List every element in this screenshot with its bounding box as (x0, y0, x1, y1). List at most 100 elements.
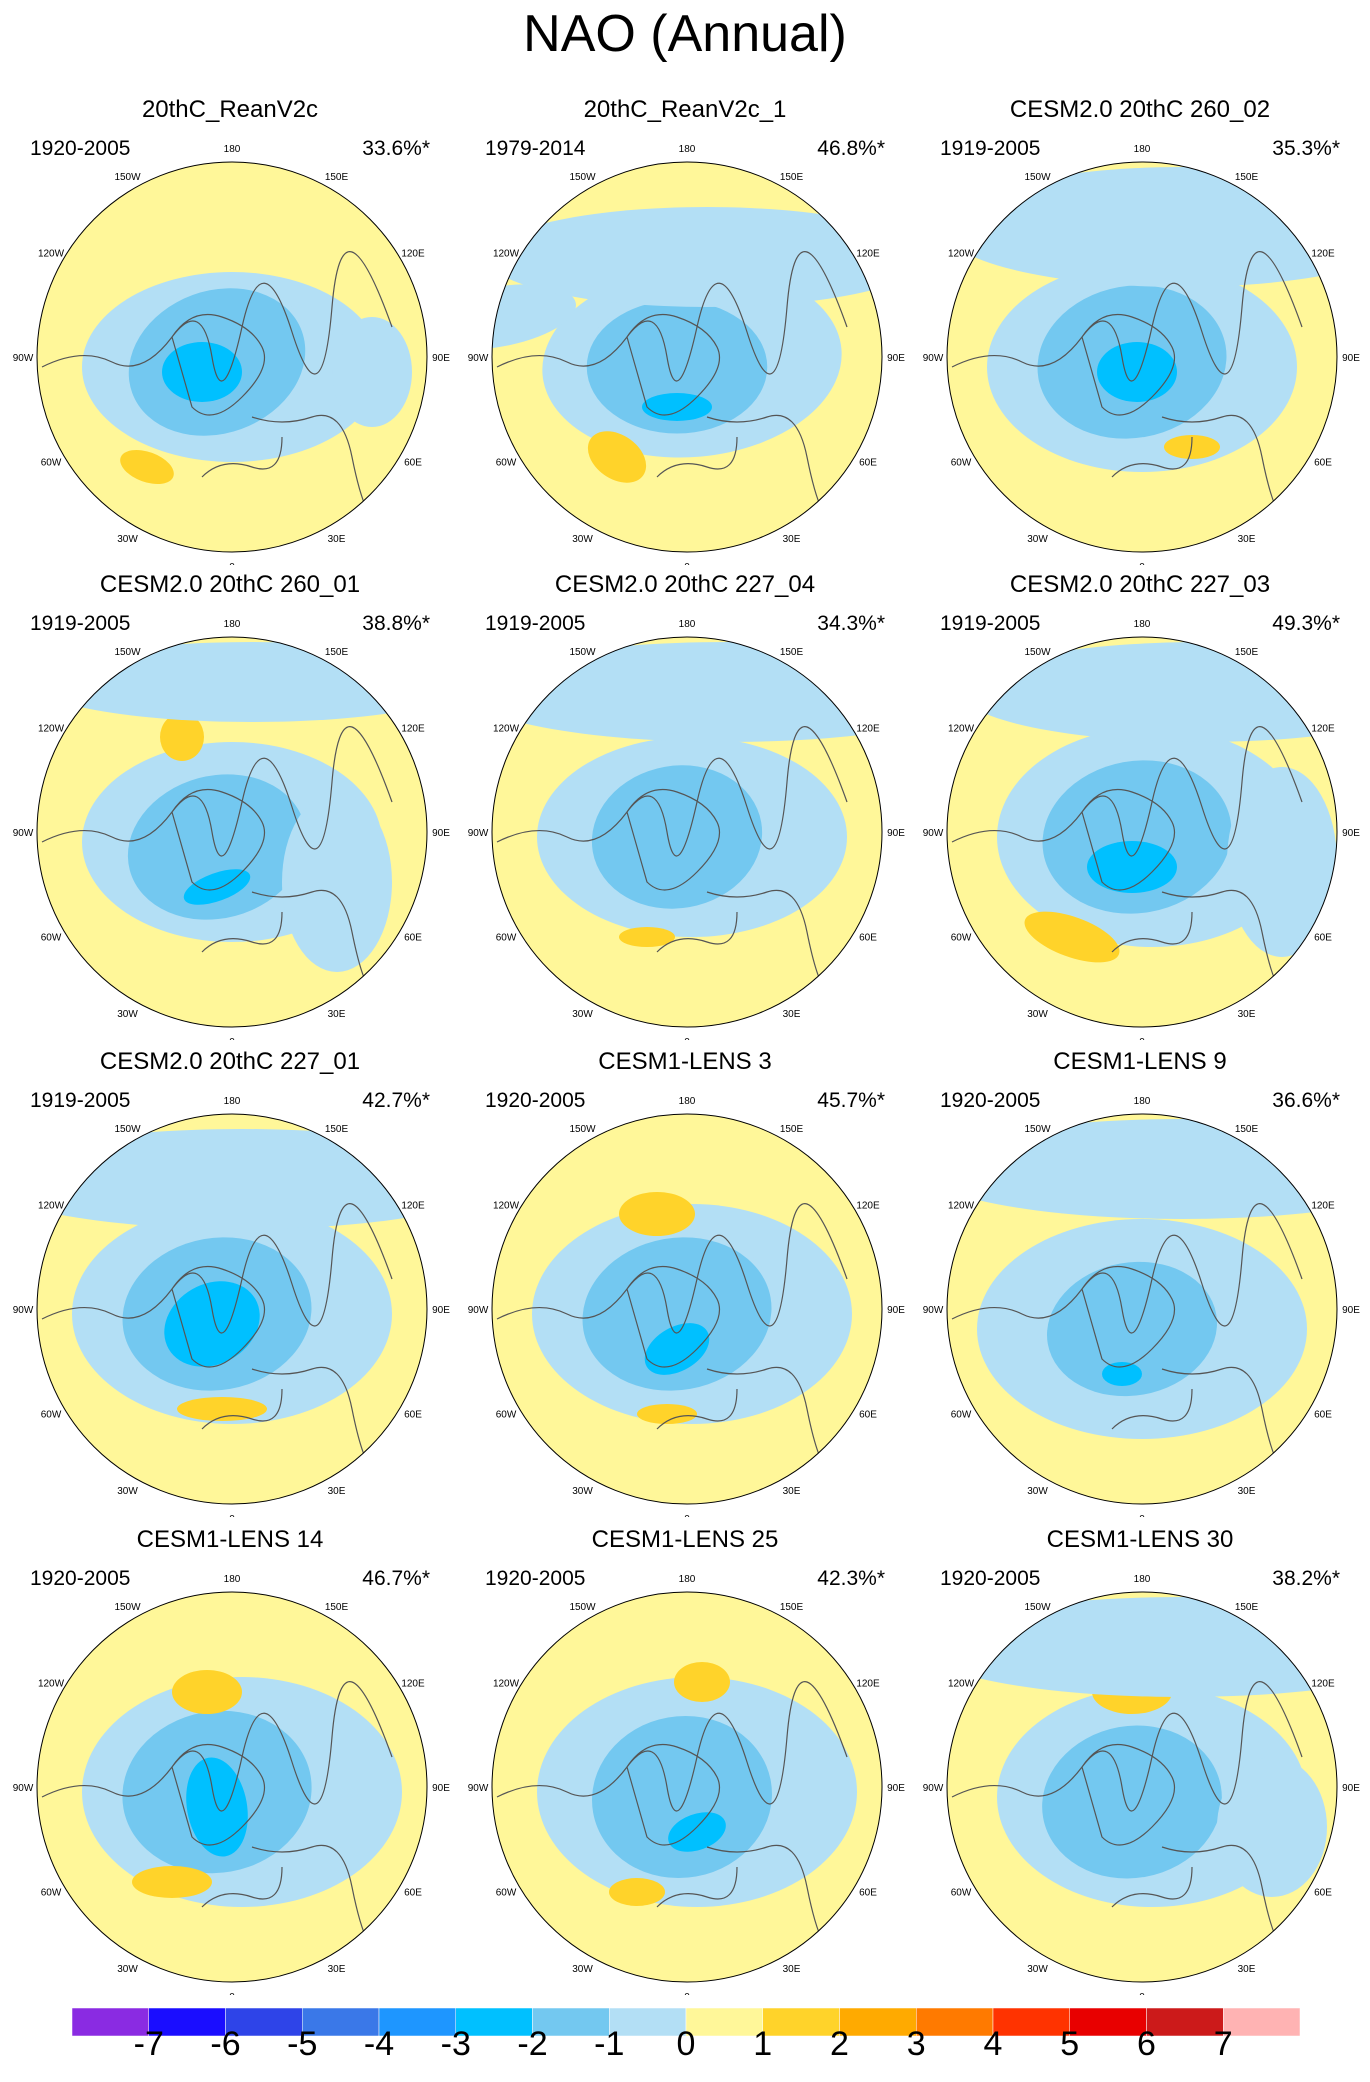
negative-anomaly-contour (183, 869, 251, 905)
longitude-label: 150W (569, 172, 596, 183)
map-boundary (36, 161, 428, 553)
longitude-label: 30W (572, 534, 593, 545)
longitude-label: 60W (496, 1410, 517, 1421)
longitude-label: 90E (1342, 1305, 1360, 1316)
coastlines (496, 1681, 848, 1948)
longitude-label: 0 (229, 562, 235, 565)
colorbar-tick-label: -1 (594, 2025, 625, 2063)
longitude-label: 90E (432, 1305, 450, 1316)
longitude-label: 90E (887, 828, 905, 839)
panel-period: 1920-2005 (940, 1567, 1041, 1590)
negative-anomaly-contour (162, 342, 242, 402)
longitude-label: 90W (468, 1783, 489, 1794)
colorbar-swatch (916, 2008, 994, 2037)
negative-anomaly-contour (1087, 841, 1177, 893)
longitude-label: 0 (1139, 1514, 1145, 1517)
longitude-label: 150W (569, 647, 596, 658)
panel-title: CESM2.0 20thC 227_01 (99, 1048, 361, 1075)
panel-title: CESM2.0 20thC 260_02 (1009, 96, 1271, 123)
longitude-label: 60E (1314, 458, 1332, 469)
coastlines (951, 1203, 1303, 1470)
panel-title: CESM1-LENS 25 (591, 1526, 779, 1553)
panel-period: 1920-2005 (30, 1567, 131, 1590)
longitude-label: 30E (783, 1964, 801, 1975)
map-boundary (946, 1591, 1338, 1983)
longitude-label: 150E (325, 647, 349, 658)
longitude-label: 60W (41, 458, 62, 469)
longitude-label: 60W (41, 933, 62, 944)
polar-map: 180 150E 120E 90E 60E 30E 0 30W 60W 90W 120W 150W (468, 619, 905, 1040)
map-boundary (946, 1113, 1338, 1505)
panel-title: CESM1-LENS 3 (598, 1048, 772, 1075)
longitude-label: 120E (1311, 1679, 1335, 1690)
colorbar (72, 2008, 1300, 2037)
longitude-label: 30E (328, 1964, 346, 1975)
panel-variance-explained: 38.2%* (1272, 1567, 1340, 1590)
colorbar-tick-label: 0 (676, 2025, 696, 2063)
longitude-label: 150E (325, 172, 349, 183)
positive-anomaly-contour (674, 1662, 730, 1702)
colorbar-swatch (839, 2008, 917, 2037)
colorbar-tick-label: 3 (906, 2025, 926, 2063)
map-panel: 180 150E 120E 90E 60E 30E 0 30W 60W 90W 120W 150W CE… (10, 1047, 450, 1517)
longitude-label: 0 (684, 562, 690, 565)
colorbar-tick-label: -3 (440, 2025, 471, 2063)
longitude-label: 120W (948, 1201, 975, 1212)
panel-variance-explained: 42.7%* (362, 1089, 430, 1112)
colorbar-swatch (148, 2008, 226, 2037)
longitude-label: 30E (1238, 534, 1256, 545)
panel-variance-explained: 34.3%* (817, 612, 885, 635)
longitude-label: 150W (114, 1124, 141, 1135)
longitude-label: 150W (1024, 1124, 1051, 1135)
panel-variance-explained: 46.8%* (817, 137, 885, 160)
longitude-label: 90W (923, 353, 944, 364)
panel-variance-explained: 35.3%* (1272, 137, 1340, 160)
positive-anomaly-contour (120, 449, 174, 485)
longitude-label: 60W (496, 1888, 517, 1899)
longitude-label: 120W (38, 1201, 65, 1212)
longitude-label: 90W (468, 828, 489, 839)
longitude-label: 60W (951, 1410, 972, 1421)
map-boundary (491, 1113, 883, 1505)
longitude-label: 30W (117, 1009, 138, 1020)
longitude-label: 90E (432, 353, 450, 364)
polar-map: 180 150E 120E 90E 60E 30E 0 30W 60W 90W 120W 150W (468, 144, 905, 565)
positive-anomaly-contour (1024, 911, 1120, 963)
panel-period: 1920-2005 (485, 1567, 586, 1590)
longitude-label: 30W (1027, 534, 1048, 545)
longitude-label: 30E (328, 1486, 346, 1497)
negative-anomaly-contour (492, 207, 882, 307)
coastlines (41, 251, 393, 518)
longitude-label: 0 (229, 1514, 235, 1517)
longitude-label: 0 (684, 1037, 690, 1040)
map-panel: 180 150E 120E 90E 60E 30E 0 30W 60W 90W 120W 150W 20… (465, 95, 905, 565)
positive-anomaly-contour (160, 713, 204, 761)
panel-title: CESM2.0 20thC 227_03 (1009, 571, 1271, 598)
longitude-label: 60W (496, 933, 517, 944)
longitude-label: 120E (856, 1201, 880, 1212)
coastlines (496, 726, 848, 993)
panel-period: 1920-2005 (30, 137, 131, 160)
colorbar-swatch (455, 2008, 533, 2037)
longitude-label: 120W (493, 1679, 520, 1690)
panel-period: 1920-2005 (940, 1089, 1041, 1112)
longitude-label: 180 (224, 144, 241, 155)
longitude-label: 150W (114, 172, 141, 183)
positive-anomaly-contour (619, 927, 675, 947)
colorbar-tick-label: -4 (363, 2025, 395, 2063)
longitude-label: 60E (404, 458, 422, 469)
panel-variance-explained: 38.8%* (362, 612, 430, 635)
negative-anomaly-contour (37, 1129, 427, 1229)
longitude-label: 30W (117, 1964, 138, 1975)
colorbar-tick-label: 5 (1060, 2025, 1080, 2063)
longitude-label: 60E (404, 1410, 422, 1421)
panel-variance-explained: 45.7%* (817, 1089, 885, 1112)
longitude-label: 150W (114, 1602, 141, 1613)
polar-map: 180 150E 120E 90E 60E 30E 0 30W 60W 90W 120W 150W (13, 1574, 450, 1995)
colorbar-swatch (1223, 2008, 1300, 2037)
polar-map: 180 150E 120E 90E 60E 30E 0 30W 60W 90W 120W 150W (923, 619, 1360, 1040)
longitude-label: 30W (572, 1486, 593, 1497)
colorbar-swatch (685, 2008, 763, 2037)
longitude-label: 90W (923, 1783, 944, 1794)
longitude-label: 120E (401, 724, 425, 735)
